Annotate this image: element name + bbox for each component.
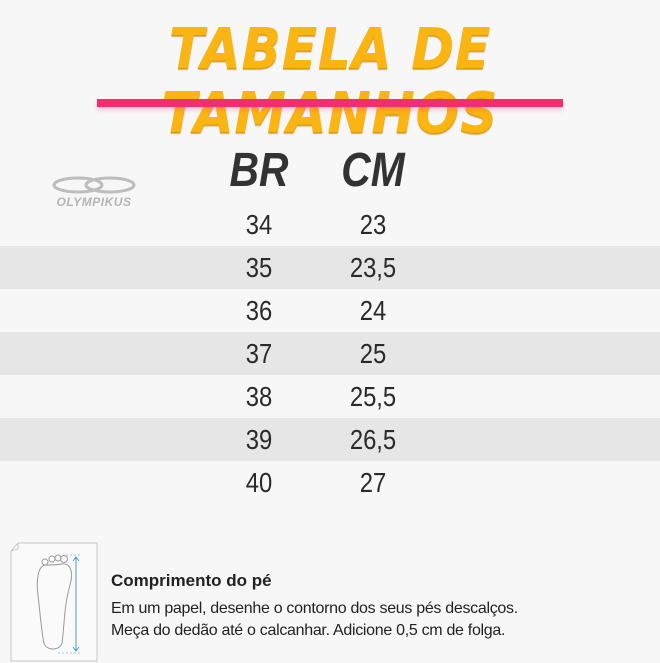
- header-cm: CM: [341, 144, 405, 197]
- cell-br: 34: [245, 209, 273, 240]
- cell-cm: 24: [359, 295, 387, 326]
- cell-br: 36: [245, 295, 273, 326]
- cell-cm: 27: [359, 467, 387, 498]
- cell-cm: 26,5: [349, 424, 397, 455]
- table-row: 37 25: [0, 332, 660, 375]
- table-row: 40 27: [0, 461, 660, 504]
- header-br: BR: [229, 144, 289, 197]
- table-row: 35 23,5: [0, 246, 660, 289]
- cell-br: 38: [245, 381, 273, 412]
- olympikus-logo: OLYMPIKUS: [48, 174, 140, 214]
- foot-measure-icon: [10, 542, 98, 662]
- table-row: 34 23: [0, 203, 660, 246]
- cell-br: 40: [245, 467, 273, 498]
- cell-cm: 23,5: [349, 252, 397, 283]
- cell-cm: 25: [359, 338, 387, 369]
- table-row: 38 25,5: [0, 375, 660, 418]
- title-underline: [97, 99, 563, 107]
- cell-br: 35: [245, 252, 273, 283]
- foot-length-title: Comprimento do pé: [111, 571, 272, 590]
- table-row: 39 26,5: [0, 418, 660, 461]
- page-title: TABELA DE TAMANHOS: [161, 17, 499, 146]
- olympikus-logo-icon: [52, 176, 136, 194]
- brand-name: OLYMPIKUS: [56, 195, 132, 209]
- cell-cm: 23: [359, 209, 387, 240]
- table-row: 36 24: [0, 289, 660, 332]
- cell-br: 39: [245, 424, 273, 455]
- foot-instruction-1: Em um papel, desenhe o contorno dos seus…: [111, 600, 518, 617]
- cell-cm: 25,5: [349, 381, 397, 412]
- foot-instruction-2: Meça do dedão até o calcanhar. Adicione …: [111, 622, 506, 639]
- cell-br: 37: [245, 338, 273, 369]
